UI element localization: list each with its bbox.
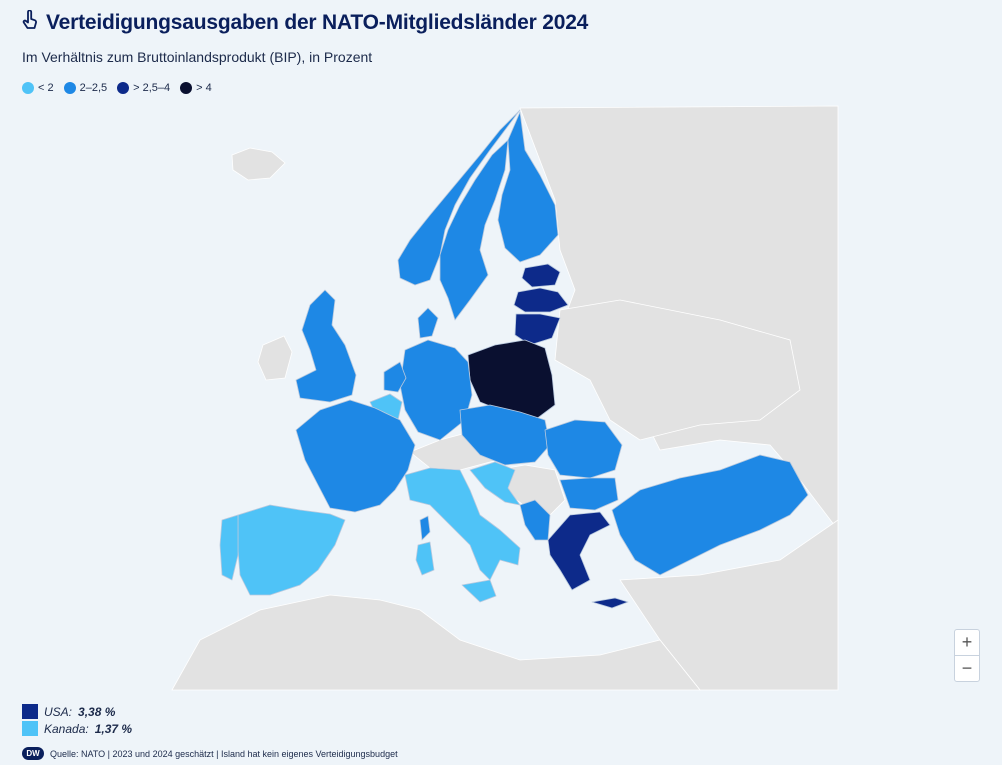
slovenia-croatia-region[interactable] <box>469 461 521 506</box>
legend-label: < 2 <box>38 82 54 94</box>
subtitle: Im Verhältnis zum Bruttoinlandsprodukt (… <box>22 49 373 65</box>
note-swatch <box>22 721 38 736</box>
estonia-region[interactable] <box>521 263 561 288</box>
zoom-in-button[interactable]: + <box>955 630 979 656</box>
czechia-slovakia-hungary-region[interactable] <box>459 404 551 466</box>
legend-swatch <box>63 82 76 94</box>
turkey-region[interactable] <box>611 454 809 576</box>
source-line: DW Quelle: NATO | 2023 und 2024 geschätz… <box>22 747 398 760</box>
italy-region[interactable] <box>404 467 521 581</box>
poland-region[interactable] <box>467 339 556 421</box>
source-text: Quelle: NATO | 2023 und 2024 geschätzt |… <box>50 748 398 759</box>
legend-label: > 4 <box>196 82 212 94</box>
netherlands-region[interactable] <box>383 361 407 393</box>
legend: < 2 2–2,5 > 2,5–4 > 4 <box>22 82 212 94</box>
france-region[interactable] <box>295 399 416 513</box>
legend-swatch <box>180 82 193 94</box>
non-european-notes: USA: 3,38 % Kanada: 1,37 % <box>22 703 132 737</box>
belarus-ukraine-land <box>554 299 801 441</box>
ireland-land <box>257 335 293 381</box>
legend-label: 2–2,5 <box>79 82 108 94</box>
europe-map[interactable] <box>150 100 860 695</box>
dw-logo: DW <box>22 747 44 760</box>
zoom-out-button[interactable]: − <box>961 658 973 678</box>
note-country: Kanada: <box>44 721 89 736</box>
denmark-region[interactable] <box>417 307 439 339</box>
header: Verteidigungsausgaben der NATO-Mitglieds… <box>22 9 982 65</box>
bulgaria-region[interactable] <box>559 477 619 511</box>
legend-swatch <box>117 82 130 94</box>
note-swatch <box>22 704 38 719</box>
note-value: 3,38 % <box>78 704 116 719</box>
legend-swatch <box>22 82 34 94</box>
sicily-region[interactable] <box>461 579 497 603</box>
pointer-hand-icon <box>22 9 38 35</box>
note-country: USA: <box>44 704 73 719</box>
legend-item-2-5-4: > 2,5–4 <box>117 82 170 94</box>
legend-label: > 2,5–4 <box>133 82 171 94</box>
legend-item-gt4: > 4 <box>180 82 212 94</box>
non-member-land <box>171 105 839 691</box>
portugal-region[interactable] <box>219 514 239 581</box>
legend-item-lt2: < 2 <box>22 82 54 94</box>
north-africa-land <box>171 594 701 691</box>
nato-members <box>219 109 809 609</box>
sweden-region[interactable] <box>439 139 509 321</box>
united-kingdom-region[interactable] <box>295 289 357 403</box>
finland-region[interactable] <box>497 111 559 263</box>
greece-region[interactable] <box>547 511 611 591</box>
page-title: Verteidigungsausgaben der NATO-Mitglieds… <box>46 10 589 34</box>
corsica-region[interactable] <box>419 515 431 541</box>
title-row: Verteidigungsausgaben der NATO-Mitglieds… <box>22 9 982 35</box>
note-usa: USA: 3,38 % <box>22 703 132 720</box>
note-canada: Kanada: 1,37 % <box>22 720 132 737</box>
iceland-land <box>231 147 286 181</box>
legend-item-2-2-5: 2–2,5 <box>63 82 108 94</box>
sardinia-region[interactable] <box>415 541 435 576</box>
romania-region[interactable] <box>544 419 623 479</box>
spain-region[interactable] <box>237 504 346 596</box>
lithuania-region[interactable] <box>514 313 561 346</box>
zoom-control: + − <box>954 629 980 682</box>
norway-region[interactable] <box>397 109 521 286</box>
latvia-region[interactable] <box>513 287 569 313</box>
crete-region[interactable] <box>591 597 629 609</box>
note-value: 1,37 % <box>94 721 133 736</box>
